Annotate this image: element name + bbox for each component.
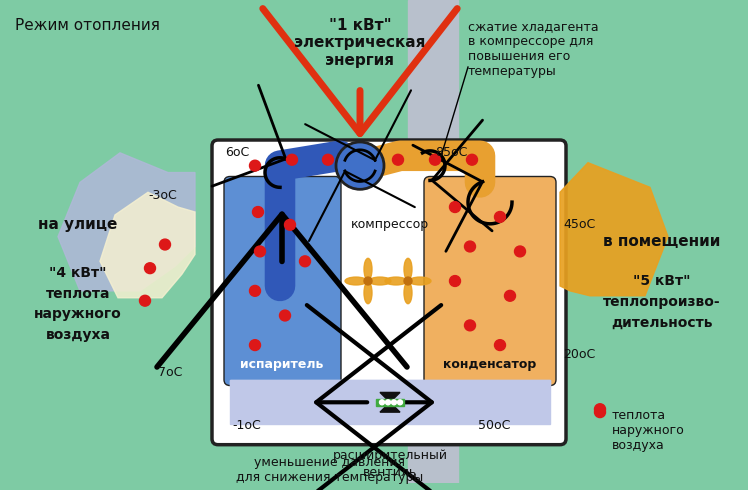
Text: 85оС: 85оС [435, 147, 468, 159]
Bar [230, 380, 550, 385]
Circle shape [397, 400, 402, 405]
Ellipse shape [404, 282, 412, 304]
Text: "1 кВт"
электрическая
энергия: "1 кВт" электрическая энергия [294, 18, 426, 68]
Circle shape [250, 286, 260, 296]
Ellipse shape [364, 282, 372, 304]
Circle shape [159, 239, 171, 250]
Text: Режим отопления: Режим отопления [15, 18, 160, 33]
Circle shape [286, 154, 298, 165]
Text: -1оС: -1оС [232, 419, 261, 433]
Circle shape [299, 256, 310, 267]
Text: -3оС: -3оС [148, 189, 177, 202]
Circle shape [253, 207, 263, 218]
Bar [230, 380, 550, 424]
Circle shape [250, 160, 260, 171]
Text: уменьшение давления
для снижения температуры: уменьшение давления для снижения темпера… [236, 456, 423, 484]
Text: 7оС: 7оС [158, 366, 183, 379]
Circle shape [494, 212, 506, 222]
Text: на улице: на улице [38, 217, 117, 232]
Polygon shape [380, 392, 400, 412]
Ellipse shape [369, 277, 391, 285]
Circle shape [254, 246, 266, 257]
Text: 20оС: 20оС [563, 348, 595, 362]
Ellipse shape [345, 277, 367, 285]
Circle shape [139, 295, 150, 306]
Circle shape [595, 407, 605, 417]
Ellipse shape [385, 277, 407, 285]
Circle shape [284, 220, 295, 230]
Circle shape [379, 400, 384, 405]
Text: испаритель: испаритель [240, 358, 324, 371]
Ellipse shape [409, 277, 431, 285]
Polygon shape [560, 163, 668, 296]
Bar [408, 0, 458, 483]
Circle shape [515, 246, 526, 257]
Circle shape [391, 400, 396, 405]
Polygon shape [58, 153, 195, 291]
Text: сжатие хладагента
в компрессоре для
повышения его
температуры: сжатие хладагента в компрессоре для повы… [468, 20, 598, 78]
Text: теплота
наружного
воздуха: теплота наружного воздуха [612, 409, 684, 452]
Text: конденсатор: конденсатор [444, 358, 536, 371]
Circle shape [250, 340, 260, 350]
Circle shape [404, 277, 412, 285]
Circle shape [280, 310, 290, 321]
Polygon shape [100, 192, 195, 298]
Text: "4 кВт"
теплота
наружного
воздуха: "4 кВт" теплота наружного воздуха [34, 266, 122, 342]
Bar [376, 399, 404, 406]
Circle shape [450, 202, 461, 213]
Circle shape [450, 275, 461, 287]
Circle shape [393, 154, 403, 165]
Circle shape [429, 154, 441, 165]
Text: 6оС: 6оС [225, 147, 249, 159]
Circle shape [465, 320, 476, 331]
Ellipse shape [404, 258, 412, 280]
Circle shape [144, 263, 156, 273]
FancyBboxPatch shape [424, 176, 556, 386]
Text: "5 кВт"
теплопроизво-
дительность: "5 кВт" теплопроизво- дительность [603, 274, 721, 329]
Circle shape [322, 154, 334, 165]
Text: 50оС: 50оС [478, 419, 510, 433]
Circle shape [465, 241, 476, 252]
FancyBboxPatch shape [224, 176, 341, 386]
Text: в помещении: в помещении [604, 234, 720, 249]
Circle shape [504, 291, 515, 301]
Text: расширительный
вентиль: расширительный вентиль [333, 449, 447, 479]
Ellipse shape [364, 258, 372, 280]
Circle shape [595, 404, 605, 415]
Circle shape [467, 154, 477, 165]
Text: компрессор: компрессор [351, 219, 429, 231]
Circle shape [364, 277, 372, 285]
Circle shape [385, 400, 390, 405]
Text: 45оС: 45оС [563, 219, 595, 231]
FancyBboxPatch shape [212, 140, 566, 445]
Circle shape [336, 142, 384, 189]
Circle shape [494, 340, 506, 350]
